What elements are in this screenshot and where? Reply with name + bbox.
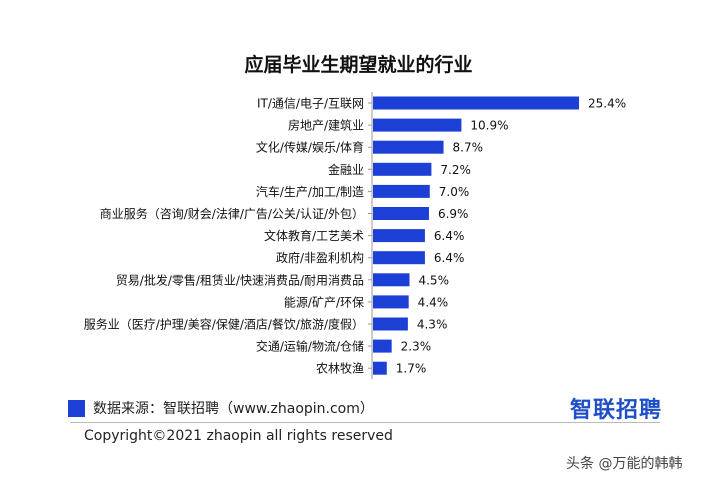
- category-label: 贸易/批发/零售/租赁业/快速消费品/耐用消费品: [116, 272, 364, 287]
- chart-title: 应届毕业生期望就业的行业: [244, 54, 473, 76]
- brand-logo: 智联招聘: [570, 398, 663, 423]
- bar: [373, 162, 432, 176]
- bar: [373, 361, 387, 375]
- category-label: 汽车/生产/加工/制造: [256, 184, 364, 199]
- value-label: 2.3%: [401, 340, 432, 354]
- value-label: 4.4%: [418, 295, 449, 309]
- bar: [373, 184, 430, 198]
- source-row: 数据来源：智联招聘（www.zhaopin.com）: [68, 398, 374, 418]
- bar: [373, 229, 425, 243]
- bar-chart: IT/通信/电子/互联网 25.4% 房地产/建筑业 10.9% 文化/传媒/娱乐/体育…: [84, 92, 626, 380]
- value-label: 4.3%: [417, 318, 448, 332]
- source-legend-swatch: [68, 399, 85, 417]
- bar: [373, 251, 425, 265]
- bar: [373, 339, 392, 353]
- bar: [373, 118, 462, 132]
- value-label: 25.4%: [588, 97, 626, 111]
- category-label: 文化/传媒/娱乐/体育: [256, 140, 364, 155]
- bar: [373, 140, 444, 154]
- value-label: 7.0%: [439, 185, 470, 199]
- value-label: 10.9%: [470, 119, 508, 133]
- category-label: 能源/矿产/环保: [284, 295, 364, 309]
- category-label: 金融业: [328, 162, 364, 177]
- copyright-text: Copyright©2021 zhaopin all rights reserv…: [84, 428, 393, 444]
- category-label: 商业服务（咨询/财会/法律/广告/公关/认证/外包）: [100, 206, 364, 221]
- bar: [373, 96, 579, 110]
- bar: [373, 317, 408, 331]
- value-label: 6.9%: [438, 207, 469, 221]
- category-label: 文体教育/工艺美术: [264, 228, 364, 243]
- category-label: 交通/运输/物流/仓储: [256, 339, 364, 354]
- bar: [373, 273, 410, 287]
- source-text: 数据来源：智联招聘（www.zhaopin.com）: [93, 401, 374, 417]
- category-label: IT/通信/电子/互联网: [257, 97, 364, 111]
- value-label: 1.7%: [396, 362, 427, 376]
- bar: [373, 295, 409, 309]
- value-label: 8.7%: [453, 141, 484, 155]
- value-label: 4.5%: [418, 273, 449, 287]
- category-label: 农林牧渔: [316, 362, 364, 376]
- value-label: 6.4%: [434, 251, 465, 265]
- value-label: 6.4%: [434, 229, 465, 243]
- category-label: 服务业（医疗/护理/美容/保健/酒店/餐饮/旅游/度假）: [84, 317, 364, 332]
- category-label: 政府/非盈利机构: [276, 250, 364, 265]
- footer-divider: [70, 422, 660, 423]
- value-label: 7.2%: [440, 163, 471, 177]
- watermark-text: 头条 @万能的韩韩: [566, 456, 683, 472]
- category-label: 房地产/建筑业: [288, 118, 364, 133]
- bar: [373, 207, 429, 220]
